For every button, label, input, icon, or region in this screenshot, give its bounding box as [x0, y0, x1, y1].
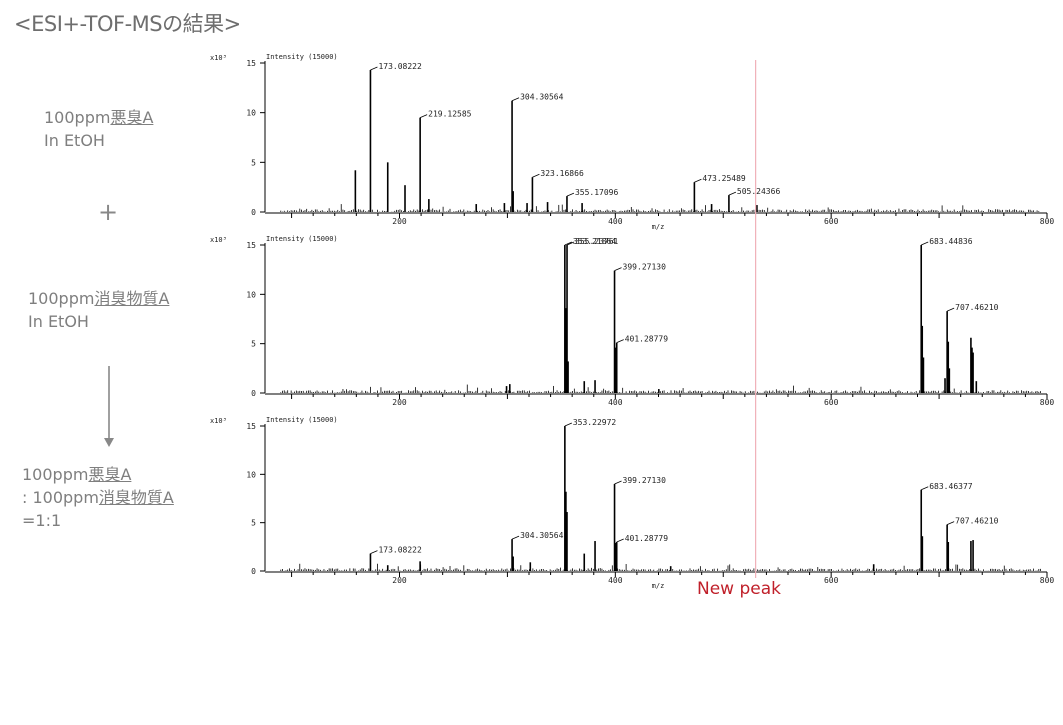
peak-label-leader	[694, 178, 702, 183]
y-tick-label: 5	[251, 519, 256, 528]
peak-label-leader	[566, 241, 575, 246]
peak-label-leader	[511, 535, 520, 540]
peak-label-leader	[566, 192, 575, 197]
peak-label: 399.27130	[623, 476, 667, 485]
sample3-conc: 100ppm	[22, 465, 89, 484]
sample3-conc-2: : 100ppm	[22, 488, 99, 507]
peak-label-leader	[564, 241, 573, 246]
x-tick-label: 600	[824, 398, 839, 407]
y-tick-label: 10	[246, 470, 256, 479]
sample2-conc: 100ppm	[28, 289, 95, 308]
peak-label-leader	[370, 550, 378, 554]
y-tick-label: 0	[251, 567, 256, 576]
peak-label: 401.28779	[625, 335, 669, 344]
peak-label: 399.27130	[623, 263, 667, 272]
sample2-compound: 消臭物質A	[94, 289, 170, 308]
peak-label: 355.17096	[575, 188, 619, 197]
new-peak-label: New peak	[697, 579, 781, 599]
peak-label: 304.30564	[520, 531, 564, 540]
x-tick-label: 800	[1040, 217, 1055, 226]
x-tick-label: 800	[1040, 576, 1055, 585]
peak-label: 683.44836	[929, 237, 973, 246]
x-tick-label: 200	[392, 217, 407, 226]
peak-label: 173.08222	[378, 62, 422, 71]
peak-label-leader	[614, 480, 622, 485]
peak-label: 173.08222	[378, 546, 422, 555]
y-tick-label: 0	[251, 389, 256, 398]
peak-label: 707.46210	[955, 517, 999, 526]
x-tick-label: 800	[1040, 398, 1055, 407]
y-scale-label: x10³	[210, 236, 227, 244]
page-title: <ESI+-TOF-MSの結果>	[14, 12, 241, 36]
sample-label-mixture: 100ppm悪臭A : 100ppm消臭物質A =1:1	[22, 463, 174, 532]
sample3-ratio: =1:1	[22, 511, 62, 530]
x-tick-label: 400	[608, 398, 623, 407]
y-tick-label: 15	[246, 422, 256, 431]
peak-label-leader	[532, 173, 540, 178]
x-axis-label: m/z	[652, 223, 665, 231]
peak-label: 304.30564	[520, 93, 564, 102]
peak-label-leader	[370, 66, 378, 71]
peak-label-leader	[616, 339, 624, 344]
sample1-compound: 悪臭A	[110, 108, 154, 127]
peak-label-leader	[614, 267, 622, 272]
x-tick-label: 400	[608, 576, 623, 585]
y-tick-label: 5	[251, 340, 256, 349]
spectrum-panel-bottom: 0 5 10 15 200 400 600 800 m/z x10³ Intensity (1500…	[210, 416, 1054, 590]
peak-label-leader	[946, 307, 955, 312]
spectrum-panel-top: 0 5 10 15 200 400 600 800 m/z x10³ Intensity (1500…	[210, 53, 1054, 231]
plus-sign: +	[98, 198, 119, 226]
peak-label-leader	[511, 97, 520, 102]
peak-label: 353.22972	[573, 418, 617, 427]
peak-label-leader	[921, 486, 929, 491]
y-scale-label: x10³	[210, 54, 227, 62]
x-tick-label: 200	[392, 398, 407, 407]
peak-label: 323.16866	[540, 169, 584, 178]
sample1-solvent: In EtOH	[44, 131, 105, 150]
y-tick-label: 5	[251, 158, 256, 167]
y-tick-label: 0	[251, 208, 256, 217]
y-tick-label: 15	[246, 59, 256, 68]
peak-label: 473.25489	[702, 174, 746, 183]
peak-label: 355.23761	[575, 237, 619, 246]
x-tick-label: 600	[824, 576, 839, 585]
y-scale-label: x10³	[210, 417, 227, 425]
y-tick-label: 10	[246, 109, 256, 118]
peak-label: 219.12585	[428, 110, 472, 119]
peak-label: 505.24366	[737, 187, 781, 196]
intensity-label: Intensity (15000)	[266, 416, 338, 424]
spectrum-panel-middle: 0 5 10 15 200 400 600 800 x10³ Intensity (15000) 3…	[210, 235, 1054, 407]
peak-label-leader	[419, 114, 428, 119]
peak-label-leader	[564, 422, 573, 427]
down-arrow-icon	[104, 366, 114, 447]
x-tick-label: 600	[824, 217, 839, 226]
y-tick-label: 15	[246, 241, 256, 250]
x-tick-label: 200	[392, 576, 407, 585]
sample1-conc: 100ppm	[44, 108, 111, 127]
sample2-solvent: In EtOH	[28, 312, 89, 331]
peak-label: 683.46377	[929, 482, 973, 491]
peak-label-leader	[728, 191, 737, 196]
x-tick-label: 400	[608, 217, 623, 226]
peak-label: 401.28779	[625, 534, 669, 543]
peak-label-leader	[921, 241, 929, 246]
sample-label-deodorant: 100ppm消臭物質A In EtOH	[28, 287, 169, 333]
x-axis-label: m/z	[652, 582, 665, 590]
peak-label: 707.46210	[955, 303, 999, 312]
intensity-label: Intensity (15000)	[266, 235, 338, 243]
sample3-compound-1: 悪臭A	[88, 465, 132, 484]
sample3-compound-2: 消臭物質A	[98, 488, 174, 507]
y-tick-label: 10	[246, 290, 256, 299]
intensity-label: Intensity (15000)	[266, 53, 338, 61]
sample-label-malodor: 100ppm悪臭A In EtOH	[44, 106, 153, 152]
peak-label: 353.21864	[573, 237, 617, 246]
peak-label-leader	[616, 538, 624, 543]
peak-label-leader	[946, 521, 955, 525]
